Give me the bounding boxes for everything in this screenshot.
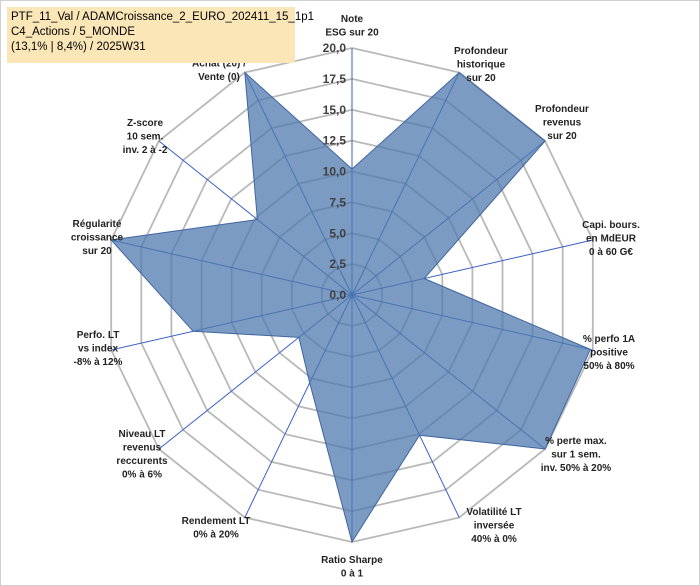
axis-label-9-line-0: Niveau LT [118, 429, 165, 440]
axis-label-11-line-2: sur 20 [82, 246, 112, 257]
axis-label-5: % perte max. sur 1 sem. inv. 50% à 20% [541, 436, 612, 474]
tick-label-0: 0,0 [329, 288, 346, 302]
axis-label-9-line-2: reccurents [116, 456, 168, 467]
axis-label-7-line-1: 0 à 1 [341, 569, 364, 580]
axis-label-0-line-1: ESG sur 20 [325, 28, 379, 39]
chart-title-box: PTF_11_Val / ADAMCroissance_2_EURO_20241… [7, 7, 315, 63]
axis-label-9-line-1: revenus [123, 443, 162, 454]
axis-label-10-line-2: -8% à 12% [74, 357, 123, 368]
tick-label-4: 10,0 [323, 165, 347, 179]
axis-label-11: Régularité croissance sur 20 [71, 219, 124, 257]
axis-label-12: Z-score 10 sem. inv. 2 à -2 [123, 118, 168, 156]
tick-label-6: 15,0 [323, 103, 347, 117]
axis-label-0: Note ESG sur 20 [325, 14, 379, 39]
tick-label-8: 20,0 [323, 41, 347, 55]
series-layer [110, 71, 592, 544]
axis-label-7: Ratio Sharpe 0 à 1 [321, 555, 383, 580]
axis-label-10: Perfo. LT vs index -8% à 12% [74, 330, 123, 368]
axis-label-2-line-0: Profondeur [535, 104, 589, 115]
axis-label-13-line-1: Achat (20) / [192, 59, 246, 70]
axis-label-5-line-2: inv. 50% à 20% [541, 463, 612, 474]
axis-label-9: Niveau LT revenus reccurents 0% à 6% [116, 429, 168, 481]
axis-label-11-line-0: Régularité [73, 219, 122, 230]
axis-label-12-line-0: Z-score [127, 118, 164, 129]
axis-label-1-line-1: historique [457, 60, 506, 71]
axis-label-12-line-1: 10 sem. [127, 132, 164, 143]
axis-label-10-line-1: vs index [78, 344, 118, 355]
tick-label-layer: 0,0 2,5 5,0 7,5 10,0 12,5 15,0 17,5 20,0 [323, 41, 347, 302]
tick-label-2: 5,0 [329, 226, 346, 240]
axis-label-12-line-2: inv. 2 à -2 [123, 145, 168, 156]
axis-label-7-line-0: Ratio Sharpe [321, 555, 383, 566]
axis-label-5-line-1: sur 1 sem. [551, 450, 601, 461]
axis-label-6-line-2: 40% à 0% [471, 534, 517, 545]
axis-label-3-line-1: en MdEUR [586, 234, 637, 245]
tick-label-3: 7,5 [329, 195, 346, 209]
axis-label-0-line-0: Note [341, 14, 364, 25]
axis-label-3: Capi. bours. en MdEUR 0 à 60 G€ [582, 220, 640, 258]
axis-label-4-line-0: % perfo 1A [583, 334, 635, 345]
axis-label-4: % perfo 1A positive 50% à 80% [583, 334, 635, 372]
axis-label-2-line-1: revenus [543, 118, 582, 129]
axis-label-6-line-0: Volatilité LT [466, 507, 521, 518]
tick-label-5: 12,5 [323, 134, 347, 148]
axis-label-8: Rendement LT 0% à 20% [182, 516, 251, 541]
axis-label-10-line-0: Perfo. LT [77, 330, 120, 341]
chart-title-line-1: PTF_11_Val / ADAMCroissance_2_EURO_20241… [11, 11, 315, 23]
axis-label-6: Volatilité LT inversée 40% à 0% [466, 507, 521, 545]
axis-label-2: Profondeur revenus sur 20 [535, 104, 589, 142]
tick-label-1: 2,5 [329, 257, 346, 271]
tick-label-7: 17,5 [323, 72, 347, 86]
axis-label-1-line-0: Profondeur [454, 46, 508, 57]
chart-title-line-3: (13,1% | 8,4%) / 2025W31 [11, 41, 146, 53]
axis-label-3-line-2: 0 à 60 G€ [589, 247, 633, 258]
axis-label-8-line-0: Rendement LT [182, 516, 251, 527]
series-area-0 [110, 71, 592, 544]
axis-label-4-line-1: positive [590, 348, 628, 359]
axis-label-6-line-1: inversée [474, 521, 515, 532]
axis-label-1: Profondeur historique sur 20 [454, 46, 508, 84]
axis-label-2-line-2: sur 20 [547, 131, 577, 142]
chart-title-line-2: C4_Actions / 5_MONDE [11, 26, 135, 38]
axis-label-3-line-0: Capi. bours. [582, 220, 640, 231]
axis-label-11-line-1: croissance [71, 233, 124, 244]
axis-label-4-line-2: 50% à 80% [583, 361, 634, 372]
axis-label-1-line-2: sur 20 [466, 73, 496, 84]
axis-label-5-line-0: % perte max. [545, 436, 607, 447]
axis-label-8-line-1: 0% à 20% [193, 530, 239, 541]
axis-label-13-line-2: Vente (0) [198, 72, 240, 83]
axis-label-9-line-3: 0% à 6% [122, 470, 162, 481]
